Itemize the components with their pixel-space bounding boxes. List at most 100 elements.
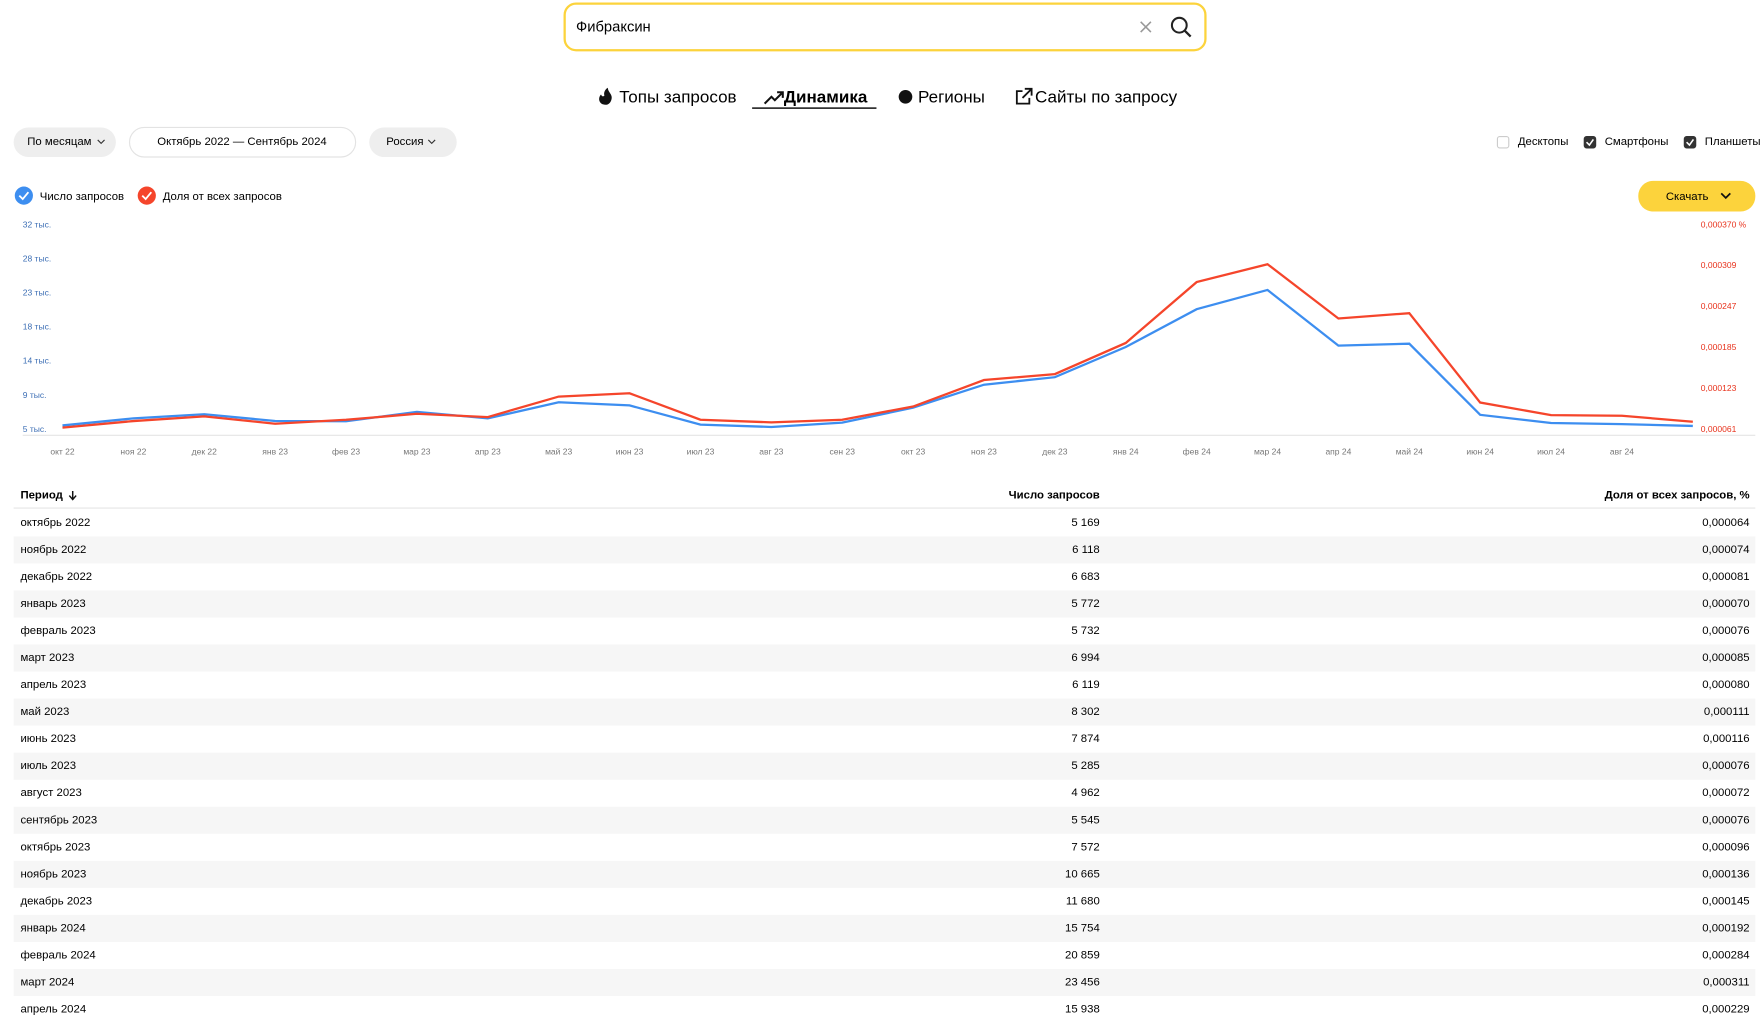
table-cell: 0,000072	[1702, 787, 1749, 799]
table-cell: 6 994	[1071, 652, 1099, 664]
region-label[interactable]: Россия	[386, 136, 423, 148]
x-tick-label: окт 23	[901, 447, 926, 457]
table-cell: 0,000081	[1702, 571, 1749, 583]
y2-tick-label: 0,000061	[1701, 424, 1737, 434]
y2-tick-label: 0,000123	[1701, 383, 1737, 393]
row-band	[13, 968, 1756, 997]
table-cell: апрель 2024	[20, 1004, 86, 1015]
chevron	[1720, 192, 1731, 200]
table-cell: 0,000116	[1703, 733, 1750, 745]
table-cell: 8 302	[1071, 706, 1099, 718]
external-link-icon	[1015, 87, 1033, 105]
table-cell: 5 169	[1071, 517, 1099, 529]
y-tick-label: 23 тыс.	[23, 288, 51, 298]
search-query[interactable]: Фибраксин	[576, 19, 651, 35]
table-cell: 0,000070	[1702, 598, 1749, 610]
device-label[interactable]: Десктопы	[1518, 136, 1569, 148]
clear-icon[interactable]	[1140, 21, 1152, 33]
table-cell: 0,000076	[1702, 760, 1749, 772]
x-tick-label: ноя 23	[971, 447, 997, 457]
row-band	[13, 860, 1756, 888]
search-box[interactable]	[563, 2, 1207, 52]
table-cell: 0,000311	[1703, 977, 1750, 989]
x-tick-label: дек 22	[192, 447, 218, 457]
legend-toggle[interactable]	[137, 186, 156, 205]
legend-check	[18, 191, 30, 201]
table-cell: март 2023	[20, 652, 74, 664]
y-tick-label: 5 тыс.	[23, 424, 47, 434]
legend-label[interactable]: Число запросов	[40, 191, 124, 203]
sort-icon[interactable]	[68, 491, 77, 501]
row-band	[13, 806, 1756, 834]
globe-icon	[898, 89, 913, 104]
table-cell: февраль 2024	[20, 949, 95, 961]
table-cell: 0,000111	[1704, 706, 1750, 718]
checkbox[interactable]	[1496, 135, 1510, 149]
search-icon[interactable]	[1170, 16, 1192, 38]
x-tick-label: июл 23	[687, 447, 715, 457]
x-tick-label: фев 24	[1183, 447, 1211, 457]
row-band	[13, 590, 1756, 618]
tab[interactable]: Сайты по запросу	[1035, 87, 1178, 106]
device-label[interactable]: Планшеты	[1705, 136, 1761, 148]
checkbox[interactable]	[1583, 135, 1597, 149]
table-cell: декабрь 2022	[20, 571, 92, 583]
table-cell: 6 118	[1072, 544, 1100, 556]
x-tick-label: апр 24	[1325, 447, 1351, 457]
table-cell: октябрь 2022	[20, 517, 90, 529]
tab[interactable]: Динамика	[784, 87, 868, 106]
table-cell: 0,000076	[1702, 625, 1749, 637]
region-filter[interactable]	[369, 127, 457, 158]
row-band	[13, 698, 1756, 726]
table-cell: 0,000229	[1702, 1004, 1749, 1015]
table-cell: 5 285	[1071, 760, 1099, 772]
legend-toggle[interactable]	[14, 186, 33, 205]
period-label[interactable]: Октябрь 2022 — Сентябрь 2024	[157, 136, 326, 148]
tab[interactable]: Регионы	[918, 87, 985, 106]
table-cell: апрель 2023	[20, 679, 86, 691]
download-label[interactable]: Скачать	[1666, 191, 1709, 203]
checkmark	[1585, 138, 1595, 147]
table-cell: 15 754	[1065, 922, 1100, 934]
row-band	[13, 752, 1756, 780]
legend-label[interactable]: Доля от всех запросов	[163, 191, 282, 203]
device-label[interactable]: Смартфоны	[1605, 136, 1669, 148]
table-cell: июль 2023	[20, 760, 76, 772]
x-tick-label: май 23	[545, 447, 572, 457]
series-line	[62, 288, 1693, 429]
table-cell: июнь 2023	[20, 733, 75, 745]
table-cell: 0,000145	[1702, 895, 1749, 907]
legend-check	[141, 191, 153, 201]
x-tick-label: янв 23	[262, 447, 288, 457]
table-cell: 0,000080	[1702, 679, 1749, 691]
trend-icon	[763, 91, 784, 105]
y2-tick-label: 0,000247	[1701, 301, 1737, 311]
table-cell: февраль 2023	[20, 625, 95, 637]
grouping-label[interactable]: По месяцам	[27, 136, 91, 148]
x-tick-label: авг 24	[1610, 447, 1634, 457]
x-tick-label: апр 23	[475, 447, 501, 457]
table-cell: 0,000064	[1702, 517, 1749, 529]
x-tick-label: мар 24	[1254, 447, 1281, 457]
checkbox[interactable]	[1683, 135, 1697, 149]
row-band	[13, 914, 1756, 942]
x-tick-label: июн 24	[1466, 447, 1494, 457]
table-cell: 4 962	[1071, 787, 1099, 799]
row-band	[13, 644, 1756, 672]
table-cell: 5 732	[1071, 625, 1099, 637]
checkmark	[1686, 138, 1695, 147]
table-header[interactable]: Период	[20, 490, 62, 502]
period-filter[interactable]	[128, 126, 357, 158]
table-cell: 20 859	[1065, 949, 1100, 961]
table-cell: 5 545	[1071, 814, 1099, 826]
table-cell: декабрь 2023	[20, 895, 92, 907]
download-button[interactable]	[1638, 180, 1756, 212]
table-cell: 0,000085	[1702, 652, 1749, 664]
tab[interactable]: Топы запросов	[619, 87, 736, 106]
series-line	[62, 262, 1693, 429]
table-cell: 15 938	[1065, 1004, 1100, 1015]
table-cell: октябрь 2023	[20, 841, 90, 853]
grouping-filter[interactable]	[13, 127, 116, 158]
